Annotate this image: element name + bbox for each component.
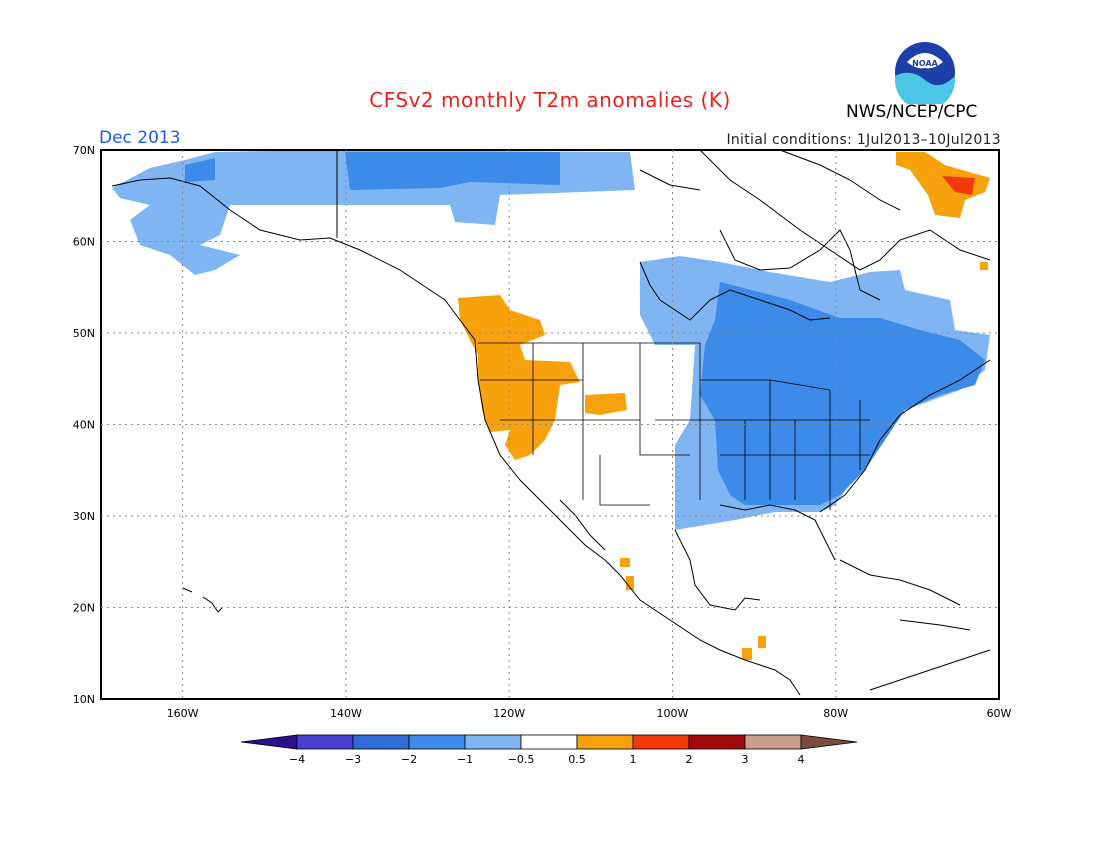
cold-region-yukon-core — [345, 152, 560, 190]
warm-region-labrador-dot — [980, 262, 988, 270]
lon-label: 60W — [987, 707, 1012, 720]
colorbar-label: 1 — [630, 753, 637, 766]
lon-label: 160W — [167, 707, 199, 720]
colorbar-label: −2 — [401, 753, 417, 766]
colorbar-label: −3 — [345, 753, 361, 766]
lat-label: 60N — [73, 236, 95, 249]
initial-conditions: Initial conditions: 1Jul2013–10Jul2013 — [726, 132, 1001, 148]
coastlines — [111, 149, 991, 696]
cold-region-eastern-us — [700, 282, 985, 505]
warm-region-mexico-2 — [626, 576, 634, 590]
colorbar-label: 0.5 — [568, 753, 586, 766]
lat-label: 70N — [73, 144, 95, 157]
warm-region-mexico-1 — [620, 558, 630, 567]
lat-label: 10N — [73, 693, 95, 706]
colorbar-label: −0.5 — [508, 753, 535, 766]
grid-lines — [101, 150, 999, 699]
warm-region-greenland-hot — [942, 176, 975, 195]
colorbar-box — [688, 734, 746, 750]
warm-region-central-am — [742, 636, 766, 660]
lat-label: 20N — [73, 602, 95, 615]
anomaly-shading — [112, 150, 990, 660]
colorbar-box — [352, 734, 410, 750]
colorbar-box — [408, 734, 466, 750]
lat-label: 40N — [73, 419, 95, 432]
cold-region-alaska-w — [185, 158, 215, 182]
colorbar: −4 −3 −2 −1 −0.5 0.5 1 2 3 4 — [240, 734, 858, 766]
lon-label: 140W — [330, 707, 362, 720]
chart-title: CFSv2 monthly T2m anomalies (K) — [369, 88, 731, 112]
colorbar-box — [744, 734, 802, 750]
warm-region-greenland — [896, 152, 990, 218]
colorbar-box — [520, 734, 578, 750]
colorbar-min-arrow — [240, 734, 298, 750]
state-borders — [478, 342, 870, 510]
colorbar-label: 2 — [686, 753, 693, 766]
colorbar-box — [464, 734, 522, 750]
lat-label: 50N — [73, 327, 95, 340]
latitude-labels: 70N 60N 50N 40N 30N 20N 10N — [73, 144, 95, 706]
colorbar-label: −1 — [457, 753, 473, 766]
colorbar-box — [296, 734, 354, 750]
lon-label: 80W — [823, 707, 848, 720]
colorbar-max-arrow — [800, 734, 858, 750]
lat-label: 30N — [73, 510, 95, 523]
colorbar-box — [576, 734, 634, 750]
noaa-logo-icon: NOAA — [893, 40, 957, 104]
forecast-month: Dec 2013 — [99, 128, 181, 148]
warm-region-colorado — [585, 393, 627, 415]
logo-text: NOAA — [912, 59, 938, 68]
lon-label: 120W — [493, 707, 525, 720]
warm-region-pacific-nw — [458, 295, 580, 460]
longitude-labels: 160W 140W 120W 100W 80W 60W — [167, 707, 1012, 720]
colorbar-label: −4 — [289, 753, 305, 766]
colorbar-label: 3 — [742, 753, 749, 766]
colorbar-label: 4 — [798, 753, 805, 766]
agency-label: NWS/NCEP/CPC — [846, 102, 978, 122]
lon-label: 100W — [657, 707, 689, 720]
colorbar-box — [632, 734, 690, 750]
